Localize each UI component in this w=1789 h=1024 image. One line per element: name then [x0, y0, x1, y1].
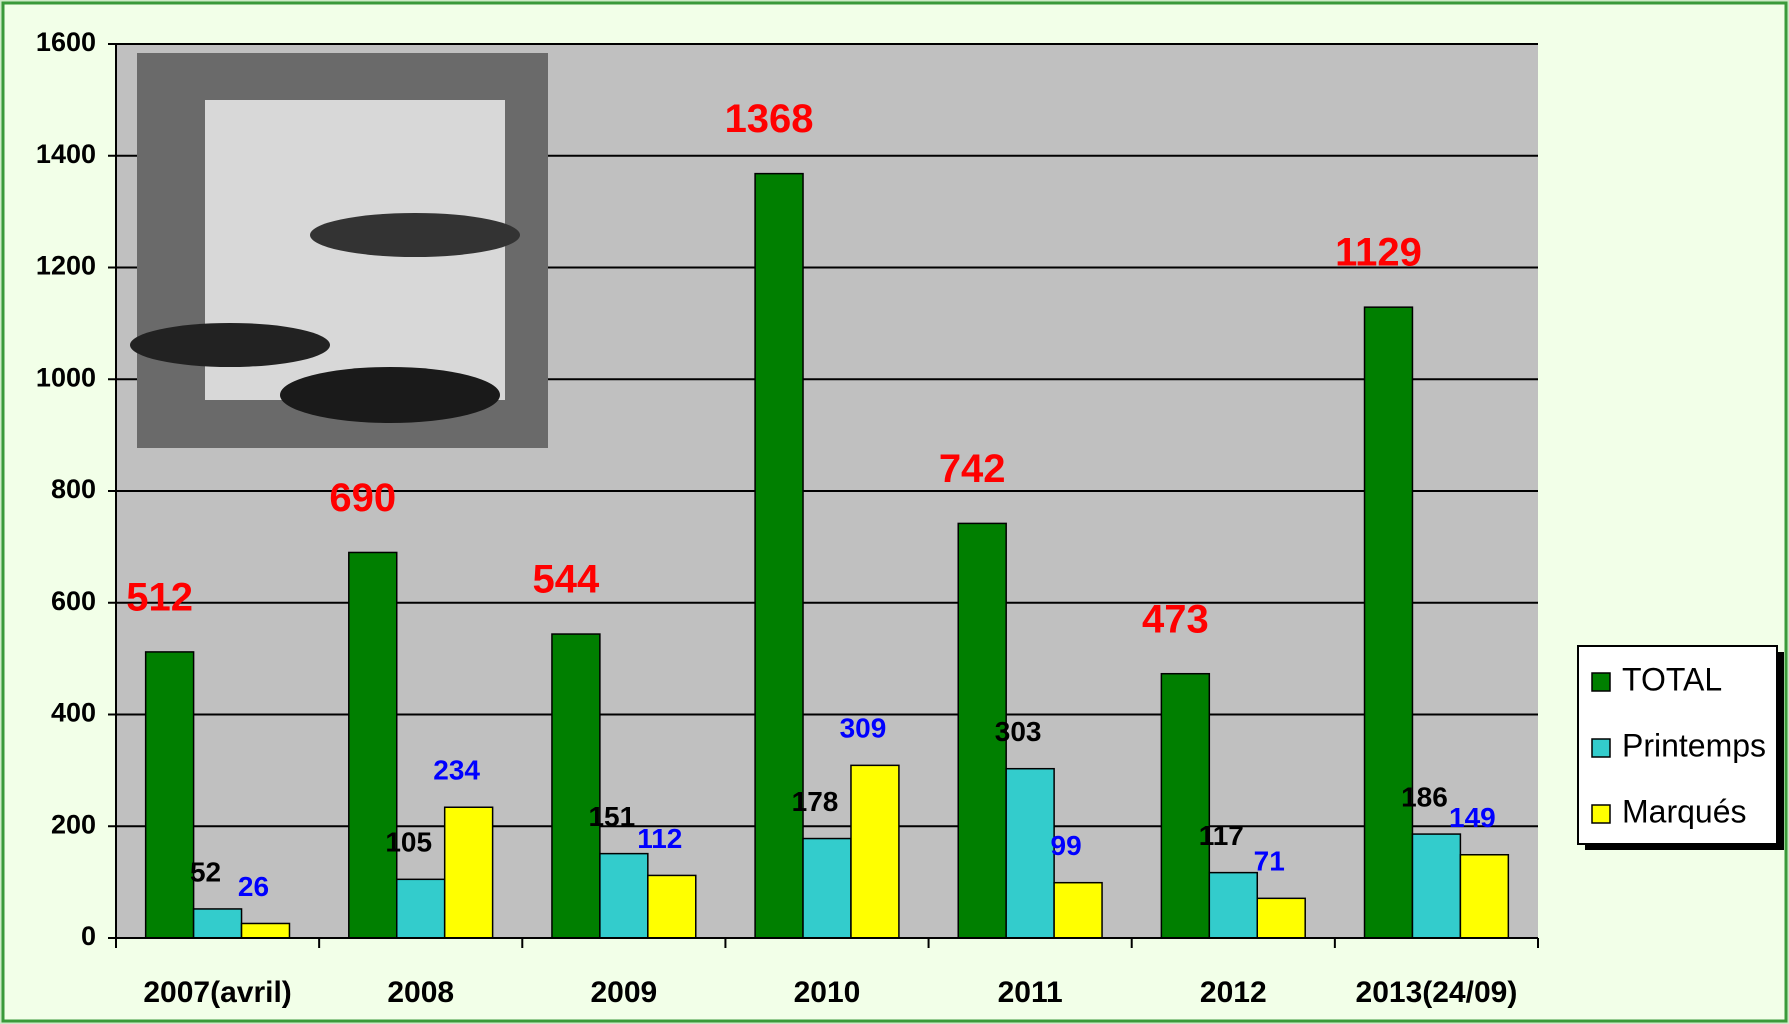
x-tick-label: 2013(24/09): [1356, 976, 1518, 1009]
bar: [1208, 871, 1259, 939]
data-label: 26: [238, 871, 269, 902]
bar: [754, 172, 804, 939]
data-label: 178: [792, 786, 839, 817]
bar: [802, 837, 852, 939]
bar: [647, 874, 697, 939]
data-label: 112: [637, 823, 682, 854]
data-label: 186: [1401, 781, 1448, 812]
bar: [144, 651, 195, 939]
legend-swatch: [1591, 738, 1611, 758]
x-tick-label: 2007(avril): [143, 976, 291, 1009]
bar: [957, 522, 1007, 939]
data-label: 71: [1254, 846, 1285, 877]
x-tick-label: 2011: [998, 976, 1063, 1009]
photo-inset: [130, 53, 548, 448]
bar: [1411, 833, 1462, 939]
data-label: 117: [1199, 820, 1244, 851]
bar: [240, 922, 291, 939]
legend-box: [1577, 645, 1778, 845]
bar: [192, 908, 243, 939]
bar: [348, 551, 398, 939]
bar: [850, 764, 900, 939]
data-label: 234: [433, 755, 480, 786]
legend-label: Printemps: [1622, 727, 1766, 763]
x-tick-label: 2012: [1200, 976, 1267, 1009]
y-tick-label: 1000: [36, 362, 96, 392]
photo-fish: [280, 367, 500, 423]
data-label: 303: [995, 716, 1042, 747]
data-label: 544: [533, 558, 600, 602]
y-tick-label: 800: [51, 474, 96, 504]
data-label: 309: [840, 713, 887, 744]
y-tick-label: 1400: [36, 139, 96, 169]
y-tick-label: 1200: [36, 251, 96, 281]
y-tick-label: 400: [51, 698, 96, 728]
photo-fish: [130, 323, 330, 367]
data-label: 52: [190, 856, 221, 887]
data-label: 742: [939, 447, 1006, 491]
data-label: 1368: [725, 97, 814, 141]
data-label: 149: [1449, 802, 1496, 833]
x-tick-label: 2008: [387, 976, 454, 1009]
bar: [1256, 897, 1306, 939]
x-tick-label: 2010: [794, 976, 861, 1009]
legend-label: TOTAL: [1622, 661, 1722, 697]
data-label: 473: [1142, 597, 1209, 641]
legend-label: Marqués: [1622, 793, 1747, 829]
data-label: 512: [126, 575, 193, 619]
legend-swatch: [1591, 804, 1611, 824]
y-tick-label: 1600: [36, 27, 96, 57]
y-tick-label: 600: [51, 586, 96, 616]
y-tick-label: 0: [81, 921, 96, 951]
data-label: 1129: [1335, 231, 1422, 275]
x-tick-label: 2009: [590, 976, 657, 1009]
bar: [443, 806, 494, 939]
bar: [599, 852, 649, 939]
data-label: 690: [329, 476, 396, 520]
data-label: 99: [1051, 830, 1082, 861]
data-label: 105: [385, 827, 432, 858]
legend: TOTAL Printemps Marqués: [1577, 645, 1784, 850]
bar: [1459, 853, 1510, 939]
bar: [1363, 306, 1414, 939]
bar: [551, 633, 601, 939]
bar: [1053, 881, 1103, 939]
y-tick-label: 200: [51, 809, 96, 839]
photo-fish: [310, 213, 520, 257]
bar: [1005, 767, 1055, 939]
legend-swatch: [1591, 672, 1611, 692]
bar: [1160, 672, 1211, 939]
data-label: 151: [588, 801, 635, 832]
bar: [395, 878, 446, 939]
